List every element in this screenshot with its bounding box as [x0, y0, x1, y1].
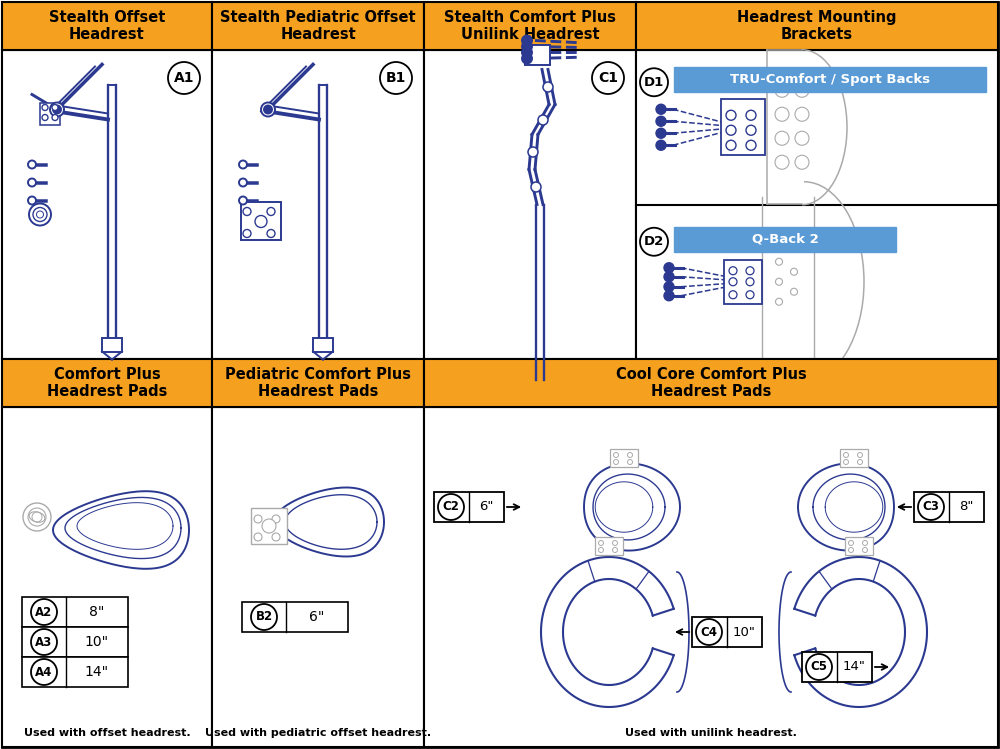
Circle shape: [776, 258, 782, 265]
Text: Q-Back 2: Q-Back 2: [752, 233, 818, 246]
Circle shape: [614, 452, 618, 458]
Text: Stealth Pediatric Offset
Headrest: Stealth Pediatric Offset Headrest: [220, 10, 416, 42]
Circle shape: [272, 533, 280, 541]
Text: 8": 8": [89, 605, 105, 619]
Text: Used with offset headrest.: Used with offset headrest.: [24, 728, 190, 738]
Circle shape: [261, 103, 275, 117]
Text: Pediatric Comfort Plus
Headrest Pads: Pediatric Comfort Plus Headrest Pads: [225, 367, 411, 399]
Circle shape: [656, 128, 666, 139]
Circle shape: [592, 62, 624, 94]
Text: C5: C5: [810, 661, 828, 673]
FancyBboxPatch shape: [721, 100, 765, 155]
FancyBboxPatch shape: [434, 492, 504, 522]
Circle shape: [776, 298, 782, 306]
Circle shape: [254, 515, 262, 523]
Circle shape: [52, 105, 58, 111]
Text: A3: A3: [35, 635, 53, 649]
FancyBboxPatch shape: [610, 449, 638, 467]
Circle shape: [52, 115, 58, 121]
Circle shape: [844, 459, 848, 464]
Circle shape: [522, 53, 532, 64]
Circle shape: [614, 459, 618, 464]
FancyBboxPatch shape: [313, 338, 333, 351]
Text: Stealth Offset
Headrest: Stealth Offset Headrest: [49, 10, 165, 42]
Circle shape: [628, 459, 633, 464]
Circle shape: [31, 629, 57, 655]
Text: Stealth Comfort Plus
Unilink Headrest: Stealth Comfort Plus Unilink Headrest: [444, 10, 616, 42]
Circle shape: [775, 131, 789, 145]
Circle shape: [848, 541, 854, 545]
Text: C1: C1: [598, 71, 618, 85]
Text: C2: C2: [443, 500, 459, 514]
FancyBboxPatch shape: [845, 537, 873, 555]
Text: 6": 6": [309, 610, 325, 624]
FancyBboxPatch shape: [22, 627, 128, 657]
Ellipse shape: [239, 178, 247, 187]
Circle shape: [251, 604, 277, 630]
Circle shape: [664, 282, 674, 292]
Text: C3: C3: [923, 500, 939, 514]
FancyBboxPatch shape: [692, 617, 762, 647]
Circle shape: [628, 452, 633, 458]
Circle shape: [267, 229, 275, 237]
Circle shape: [522, 41, 532, 52]
Text: A1: A1: [174, 71, 194, 85]
FancyBboxPatch shape: [674, 227, 896, 252]
Circle shape: [438, 494, 464, 520]
Circle shape: [696, 619, 722, 645]
Circle shape: [848, 548, 854, 553]
Text: Headrest Mounting
Brackets: Headrest Mounting Brackets: [737, 10, 897, 42]
FancyBboxPatch shape: [2, 359, 212, 407]
Circle shape: [31, 599, 57, 625]
Circle shape: [729, 267, 737, 275]
Circle shape: [531, 182, 541, 192]
Circle shape: [858, 459, 862, 464]
Circle shape: [42, 105, 48, 111]
Circle shape: [795, 83, 809, 97]
Circle shape: [862, 541, 868, 545]
Circle shape: [32, 512, 42, 522]
Circle shape: [28, 508, 46, 526]
Text: Cool Core Comfort Plus
Headrest Pads: Cool Core Comfort Plus Headrest Pads: [616, 367, 806, 399]
Ellipse shape: [29, 204, 51, 225]
Circle shape: [656, 104, 666, 115]
Circle shape: [775, 83, 789, 97]
Ellipse shape: [239, 196, 247, 204]
Circle shape: [53, 106, 61, 114]
FancyBboxPatch shape: [636, 2, 998, 50]
FancyBboxPatch shape: [212, 2, 424, 50]
Text: 8": 8": [959, 500, 974, 514]
Circle shape: [918, 494, 944, 520]
Ellipse shape: [239, 160, 247, 169]
Circle shape: [776, 278, 782, 285]
FancyBboxPatch shape: [22, 657, 128, 687]
FancyBboxPatch shape: [525, 44, 550, 64]
Circle shape: [528, 147, 538, 157]
Circle shape: [243, 229, 251, 237]
Circle shape: [806, 654, 832, 680]
Text: Used with pediatric offset headrest.: Used with pediatric offset headrest.: [205, 728, 431, 738]
FancyBboxPatch shape: [22, 597, 128, 627]
FancyBboxPatch shape: [424, 407, 998, 747]
FancyBboxPatch shape: [724, 260, 762, 304]
Text: B2: B2: [255, 610, 273, 623]
Circle shape: [31, 659, 57, 685]
Circle shape: [664, 291, 674, 301]
Ellipse shape: [33, 207, 47, 222]
Circle shape: [726, 125, 736, 136]
Circle shape: [264, 106, 272, 114]
Circle shape: [254, 533, 262, 541]
Text: 14": 14": [843, 661, 866, 673]
Circle shape: [790, 268, 798, 275]
Circle shape: [795, 107, 809, 121]
FancyBboxPatch shape: [424, 50, 636, 359]
Circle shape: [262, 519, 276, 533]
FancyBboxPatch shape: [2, 407, 212, 747]
Ellipse shape: [28, 178, 36, 187]
FancyBboxPatch shape: [802, 652, 872, 682]
Text: A2: A2: [35, 605, 53, 619]
Text: C4: C4: [700, 625, 718, 638]
Circle shape: [790, 288, 798, 295]
Circle shape: [746, 291, 754, 299]
